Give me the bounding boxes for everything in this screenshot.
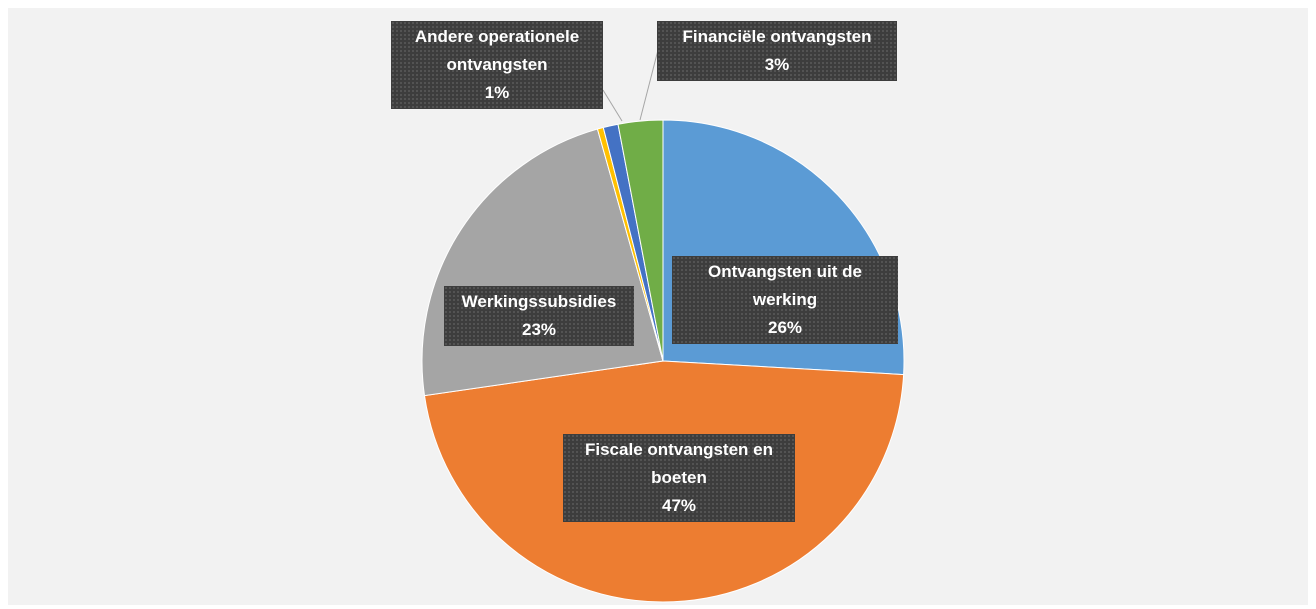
- pie-slice: [617, 119, 664, 362]
- leader-line: [639, 49, 659, 121]
- label-category: Werkingssubsidies: [461, 292, 617, 311]
- label-value: 47%: [661, 496, 697, 515]
- label-value: 23%: [521, 320, 557, 339]
- leader-line: [602, 89, 623, 122]
- label-value: 1%: [484, 83, 510, 102]
- data-label: Ontvangsten uit de werking 26%: [672, 256, 898, 344]
- label-category: Fiscale ontvangsten en boeten: [585, 440, 773, 487]
- label-category: Ontvangsten uit de werking: [708, 262, 862, 309]
- label-category: Andere operationele ontvangsten: [414, 27, 580, 74]
- label-value: 3%: [764, 55, 790, 74]
- label-value: 26%: [767, 318, 803, 337]
- data-label: Fiscale ontvangsten en boeten 47%: [563, 434, 795, 522]
- data-label: Andere operationele ontvangsten 1%: [391, 21, 603, 109]
- data-label: Werkingssubsidies 23%: [444, 286, 634, 346]
- label-category: Financiële ontvangsten: [682, 27, 872, 46]
- data-label: Financiële ontvangsten 3%: [657, 21, 897, 81]
